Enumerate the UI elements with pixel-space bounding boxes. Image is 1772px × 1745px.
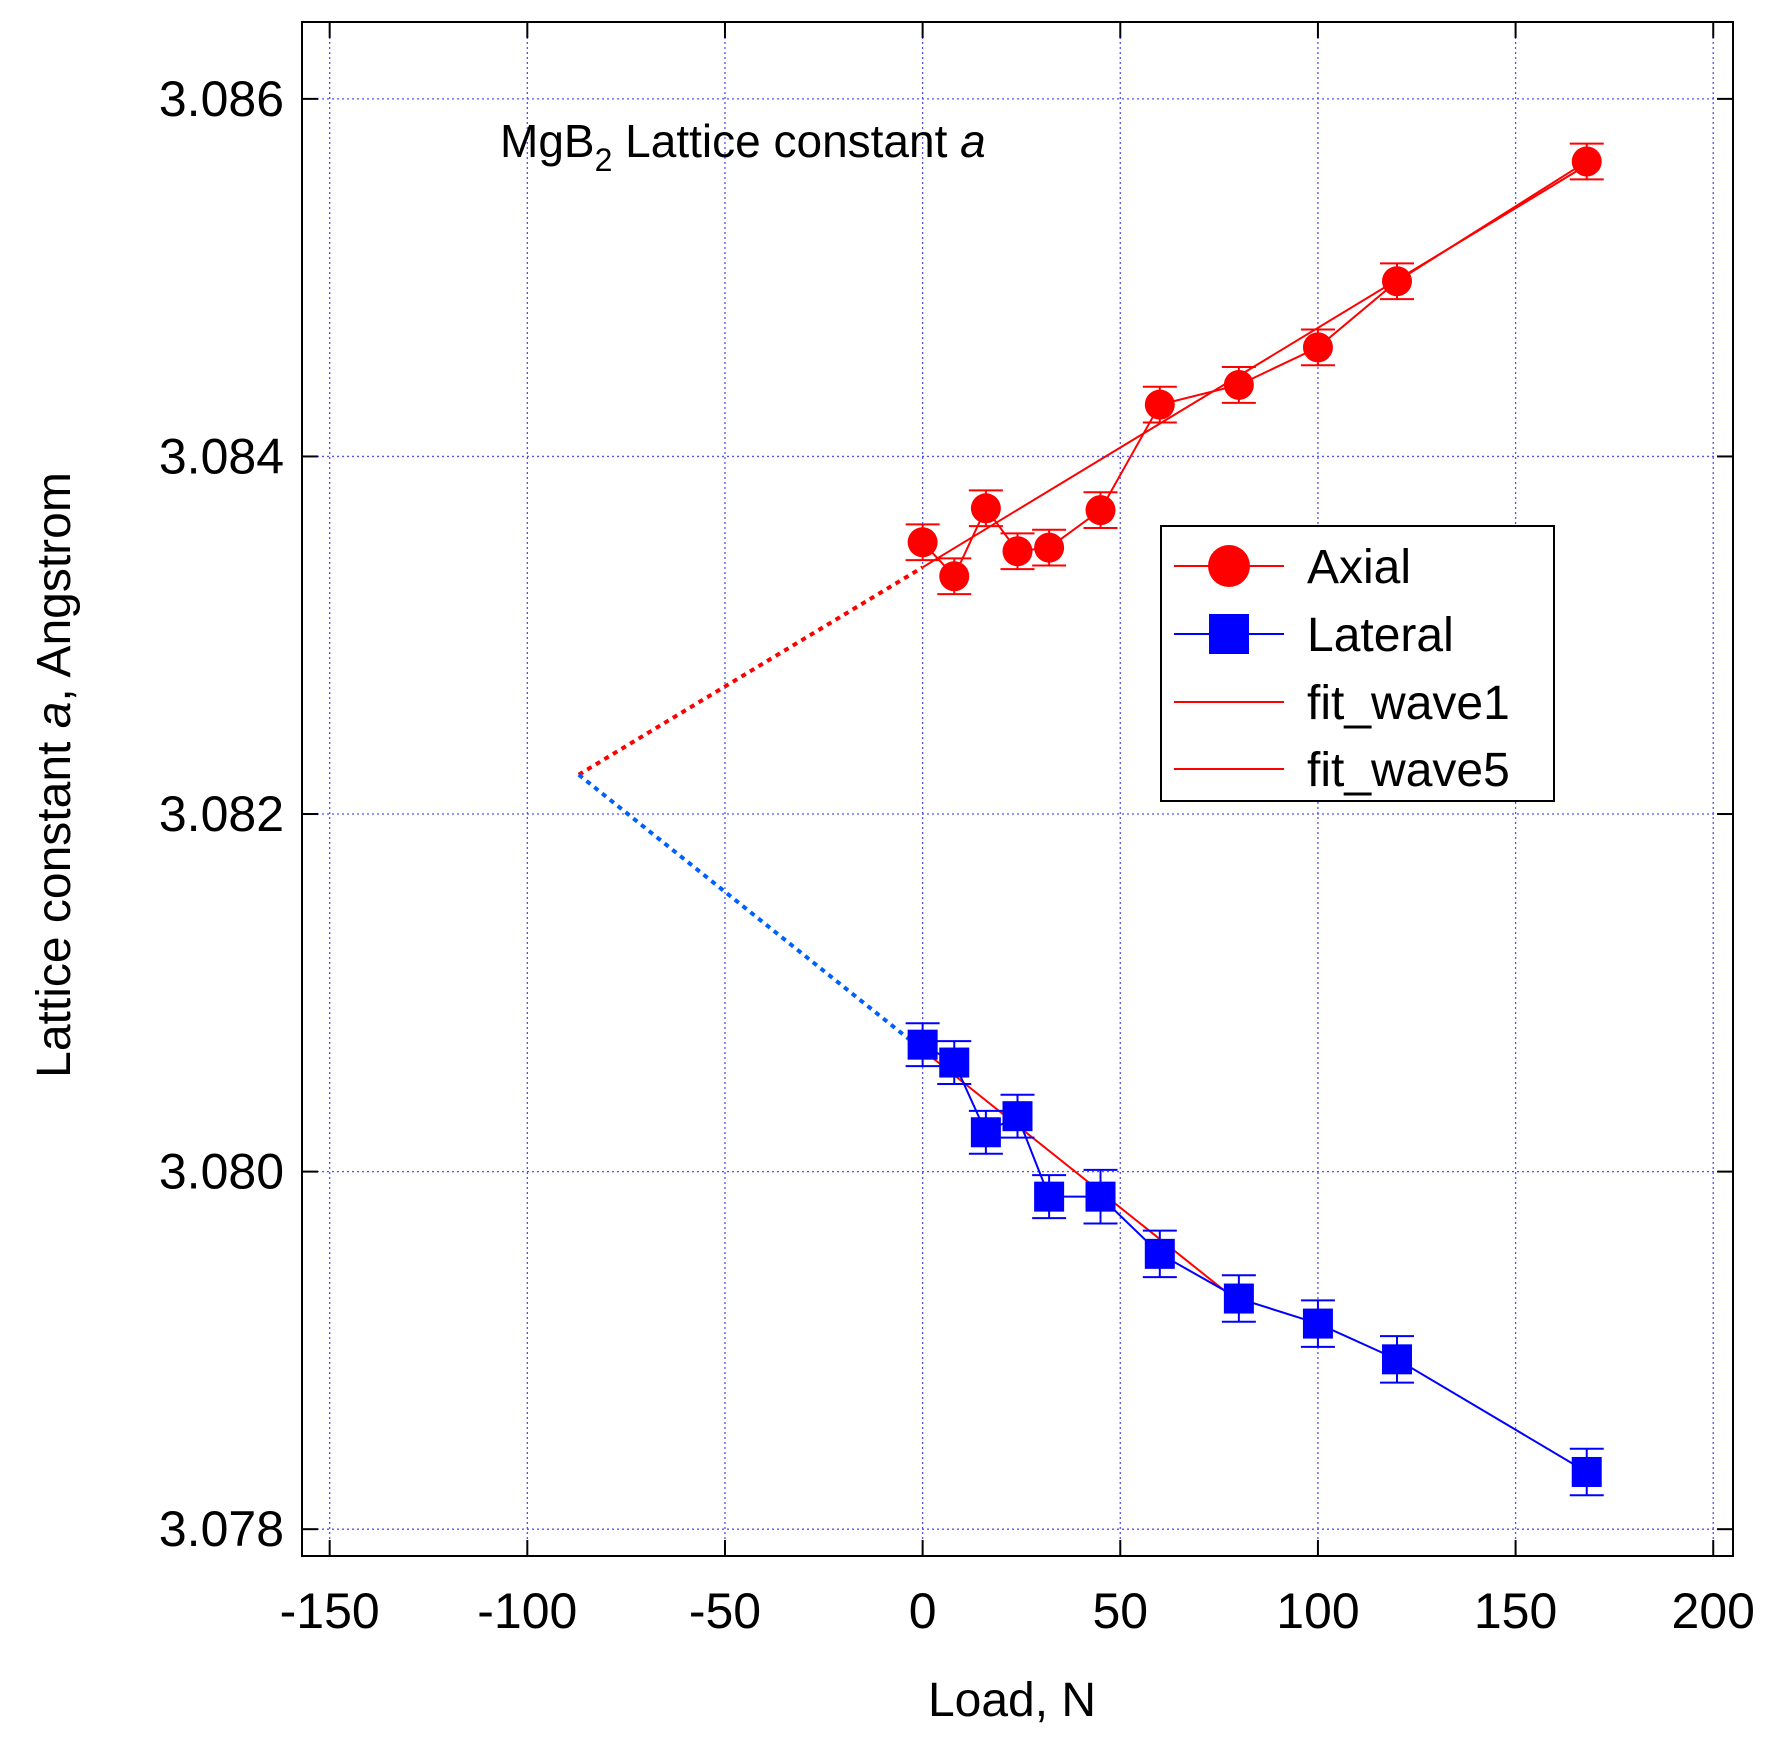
legend: Axial Lateral fit_wave1 fit_wave5 (1160, 525, 1555, 802)
axial-point (907, 527, 938, 558)
lateral-point (1144, 1238, 1175, 1269)
legend-label-axial: Axial (1307, 541, 1411, 594)
y-axis-title: Lattice constant a, Angstrom (28, 472, 81, 1078)
lateral-point (970, 1117, 1001, 1148)
y-tick-label: 3.086 (159, 71, 284, 127)
axial-point (939, 561, 970, 592)
plot-frame (301, 21, 1734, 1557)
legend-item-fit-wave1: fit_wave1 (1174, 677, 1510, 730)
lateral-point (1085, 1181, 1116, 1212)
extrapolation-line (577, 773, 924, 1052)
axial-point (970, 493, 1001, 524)
axial-series-line (921, 160, 1588, 579)
legend-item-lateral: Lateral (1174, 609, 1454, 662)
x-axis-title: Load, N (928, 1674, 1096, 1727)
legend-item-axial: Axial (1174, 541, 1411, 594)
legend-axial-marker (1208, 545, 1250, 587)
axis-ticks: -150 -100 -50 0 50 100 150 200 3.078 3.080 3.082 3.… (159, 22, 1755, 1639)
y-tick-label: 3.080 (159, 1144, 284, 1200)
axial-point (1302, 332, 1333, 363)
lateral-point (939, 1047, 970, 1078)
legend-label-lateral: Lateral (1307, 609, 1454, 662)
lateral-point (1381, 1344, 1412, 1375)
fit-line-fit-wave5 (922, 1049, 1240, 1303)
extrapolation-lines (577, 565, 924, 1052)
x-tick-label: 100 (1276, 1583, 1359, 1639)
x-tick-label: -150 (280, 1583, 380, 1639)
axial-point (1571, 146, 1602, 177)
legend-label-fit-wave5: fit_wave5 (1307, 744, 1510, 797)
extrapolation-line (577, 565, 924, 777)
x-tick-label: 200 (1672, 1583, 1755, 1639)
chart-title-subscript: 2 (595, 142, 613, 178)
data-series (905, 142, 1604, 1497)
y-tick-label: 3.082 (159, 786, 284, 842)
axial-point (1223, 369, 1254, 400)
axial-point (1034, 532, 1065, 563)
lateral-point (1302, 1308, 1333, 1339)
lateral-point (1223, 1283, 1254, 1314)
y-axis-title-post: , Angstrom (28, 472, 81, 701)
legend-item-fit-wave5: fit_wave5 (1174, 744, 1510, 797)
lateral-point (1034, 1181, 1065, 1212)
chart-title-formula: MgB (500, 115, 595, 167)
y-axis-title-italic: a (28, 702, 81, 729)
chart-title: MgB2 Lattice constant a (500, 115, 986, 178)
x-tick-label: -100 (477, 1583, 577, 1639)
axial-point (1381, 266, 1412, 297)
lateral-point (1571, 1456, 1602, 1487)
x-tick-label: 0 (909, 1583, 937, 1639)
x-tick-label: -50 (689, 1583, 761, 1639)
legend-lateral-marker (1209, 614, 1249, 654)
lateral-point (907, 1029, 938, 1060)
x-tick-label: 50 (1092, 1583, 1148, 1639)
axial-point (1144, 389, 1175, 420)
y-axis-title-pre: Lattice constant (28, 728, 81, 1078)
axial-point (1085, 495, 1116, 526)
y-tick-label: 3.078 (159, 1501, 284, 1557)
legend-label-fit-wave1: fit_wave1 (1307, 677, 1510, 730)
lateral-point (1002, 1101, 1033, 1132)
chart-title-italic: a (960, 115, 986, 167)
chart-title-text: Lattice constant (612, 115, 960, 167)
axial-point (1002, 536, 1033, 567)
y-tick-label: 3.084 (159, 428, 284, 484)
x-tick-label: 150 (1474, 1583, 1557, 1639)
